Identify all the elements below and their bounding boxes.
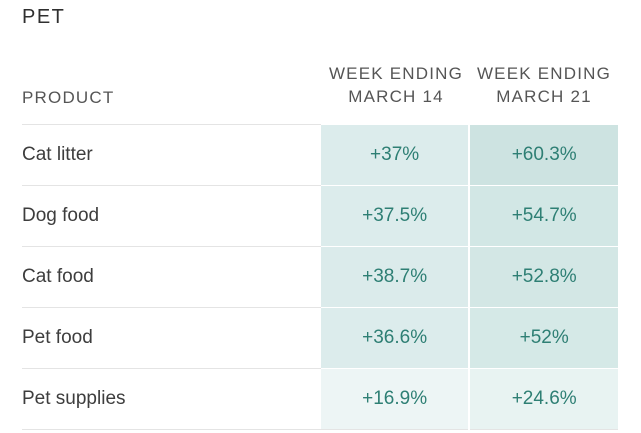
- week1-value: +38.7%: [320, 246, 471, 308]
- week1-value: +16.9%: [320, 368, 471, 430]
- table-row: Pet supplies +16.9% +24.6%: [22, 368, 618, 430]
- week1-header-line2: MARCH 14: [348, 87, 444, 106]
- section-title: PET: [22, 6, 66, 28]
- week2-column-header: WEEK ENDING MARCH 21: [470, 62, 618, 108]
- week1-value: +36.6%: [320, 307, 471, 369]
- week2-value: +54.7%: [469, 185, 618, 247]
- week2-value: +52.8%: [469, 246, 618, 308]
- product-name: Pet supplies: [22, 368, 321, 430]
- table-row: Dog food +37.5% +54.7%: [22, 185, 618, 247]
- week1-header-line1: WEEK ENDING: [328, 64, 464, 83]
- week2-value: +52%: [469, 307, 618, 369]
- table-row: Cat food +38.7% +52.8%: [22, 246, 618, 308]
- week2-header-line2: MARCH 21: [496, 87, 592, 106]
- week2-value: +60.3%: [469, 124, 618, 186]
- table-row: Pet food +36.6% +52%: [22, 307, 618, 369]
- product-column-header: PRODUCT: [22, 88, 115, 107]
- product-name: Dog food: [22, 185, 321, 247]
- product-name: Cat litter: [22, 124, 321, 186]
- week2-value: +24.6%: [469, 368, 618, 430]
- week1-column-header: WEEK ENDING MARCH 14: [322, 62, 470, 108]
- table-row: Cat litter +37% +60.3%: [22, 124, 618, 186]
- week1-value: +37%: [320, 124, 471, 186]
- product-name: Cat food: [22, 246, 321, 308]
- pet-sales-table: Cat litter +37% +60.3% Dog food +37.5% +…: [22, 124, 618, 430]
- product-name: Pet food: [22, 307, 321, 369]
- week2-header-line1: WEEK ENDING: [476, 64, 612, 83]
- week1-value: +37.5%: [320, 185, 471, 247]
